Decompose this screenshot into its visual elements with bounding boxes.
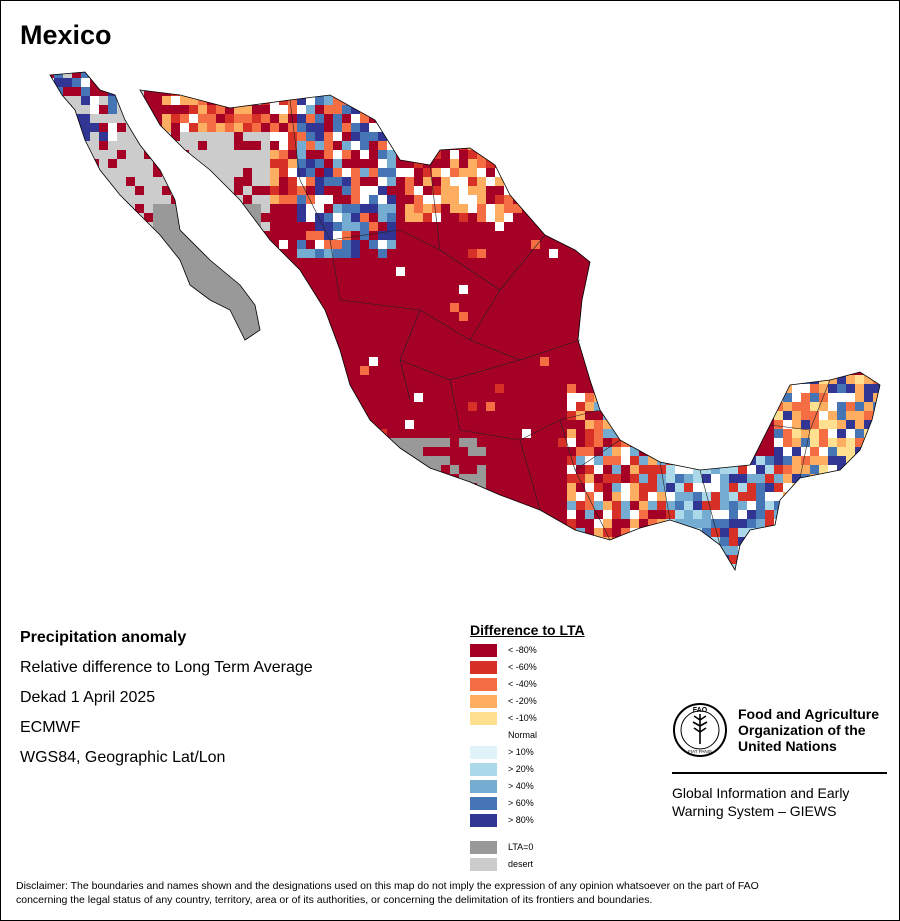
- legend-title: Difference to LTA: [470, 622, 585, 638]
- mainland-outline: [139, 89, 881, 572]
- legend-label: desert: [508, 859, 534, 869]
- legend-label: > 10%: [508, 747, 534, 757]
- legend-label: Normal: [508, 730, 538, 740]
- giews-line1: Global Information and Early: [672, 785, 850, 801]
- legend-extra-item-1: desert: [470, 856, 585, 873]
- info-period: Dekad 1 April 2025: [20, 689, 156, 706]
- legend-swatch: [470, 814, 497, 827]
- fao-logo-ring-text: FIAT PANIS: [688, 749, 712, 754]
- mexico-anomaly-map: [49, 71, 881, 572]
- legend-item-1: < -60%: [470, 659, 585, 676]
- legend-item-10: > 80%: [470, 812, 585, 829]
- legend-swatch: [470, 661, 497, 674]
- legend-label: > 80%: [508, 815, 534, 825]
- legend-item-7: > 20%: [470, 761, 585, 778]
- legend-item-4: < -10%: [470, 710, 585, 727]
- baja-outline: [49, 71, 261, 341]
- disclaimer-line2: concerning the legal status of any count…: [16, 894, 653, 906]
- legend-item-6: > 10%: [470, 744, 585, 761]
- legend-item-3: < -20%: [470, 693, 585, 710]
- fao-name-line2: Organization of the: [738, 722, 866, 738]
- fao-logo-icon: FAO FIAT PANIS: [673, 703, 727, 757]
- legend-swatch: [470, 746, 497, 759]
- map-info-block: Precipitation anomaly Relative differenc…: [20, 628, 313, 778]
- legend-label: < -80%: [508, 645, 537, 655]
- fao-block: FAO FIAT PANIS Food and Agriculture Orga…: [672, 700, 890, 819]
- legend-label: > 20%: [508, 764, 534, 774]
- legend-item-0: < -80%: [470, 642, 585, 659]
- legend-extra-item-0: LTA=0: [470, 839, 585, 856]
- legend-label: > 40%: [508, 781, 534, 791]
- legend-swatch: [470, 695, 497, 708]
- legend-label: < -60%: [508, 662, 537, 672]
- info-description: Relative difference to Long Term Average: [20, 659, 313, 676]
- info-heading: Precipitation anomaly: [20, 629, 187, 646]
- legend-item-9: > 60%: [470, 795, 585, 812]
- legend-swatch: [470, 678, 497, 691]
- disclaimer-line1: Disclaimer: The boundaries and names sho…: [16, 880, 759, 892]
- state-boundaries: [289, 99, 831, 546]
- fao-divider: [672, 772, 887, 774]
- map-title: Mexico: [20, 20, 112, 50]
- anomaly-cells: [50, 72, 880, 570]
- legend-item-2: < -40%: [470, 676, 585, 693]
- fao-name: Food and Agriculture Organization of the…: [738, 706, 898, 754]
- legend-swatch: [470, 841, 497, 854]
- info-projection: WGS84, Geographic Lat/Lon: [20, 749, 226, 766]
- fao-logo-text: FAO: [693, 707, 708, 714]
- giews-line2: Warning System – GIEWS: [672, 803, 837, 819]
- legend-swatch: [470, 780, 497, 793]
- legend-swatch: [470, 644, 497, 657]
- legend-label: > 60%: [508, 798, 534, 808]
- info-source: ECMWF: [20, 719, 81, 736]
- legend-label: < -10%: [508, 713, 537, 723]
- legend-label: LTA=0: [508, 842, 534, 852]
- legend-label: < -20%: [508, 696, 537, 706]
- map-legend: Difference to LTA < -80% < -60% < -40% < -2…: [470, 622, 585, 873]
- giews-name: Global Information and Early Warning Sys…: [672, 784, 892, 820]
- legend-swatch: [470, 763, 497, 776]
- legend-swatch: [470, 797, 497, 810]
- fao-name-line3: United Nations: [738, 738, 837, 754]
- legend-label: < -40%: [508, 679, 537, 689]
- disclaimer: Disclaimer: The boundaries and names sho…: [16, 879, 886, 907]
- legend-swatch: [470, 712, 497, 725]
- legend-item-5: Normal: [470, 727, 585, 744]
- legend-item-8: > 40%: [470, 778, 585, 795]
- legend-extra-items: LTA=0 desert: [470, 839, 585, 873]
- fao-name-line1: Food and Agriculture: [738, 706, 880, 722]
- legend-swatch: [470, 858, 497, 871]
- legend-items: < -80% < -60% < -40% < -20% < -10% Normal > 10…: [470, 642, 585, 829]
